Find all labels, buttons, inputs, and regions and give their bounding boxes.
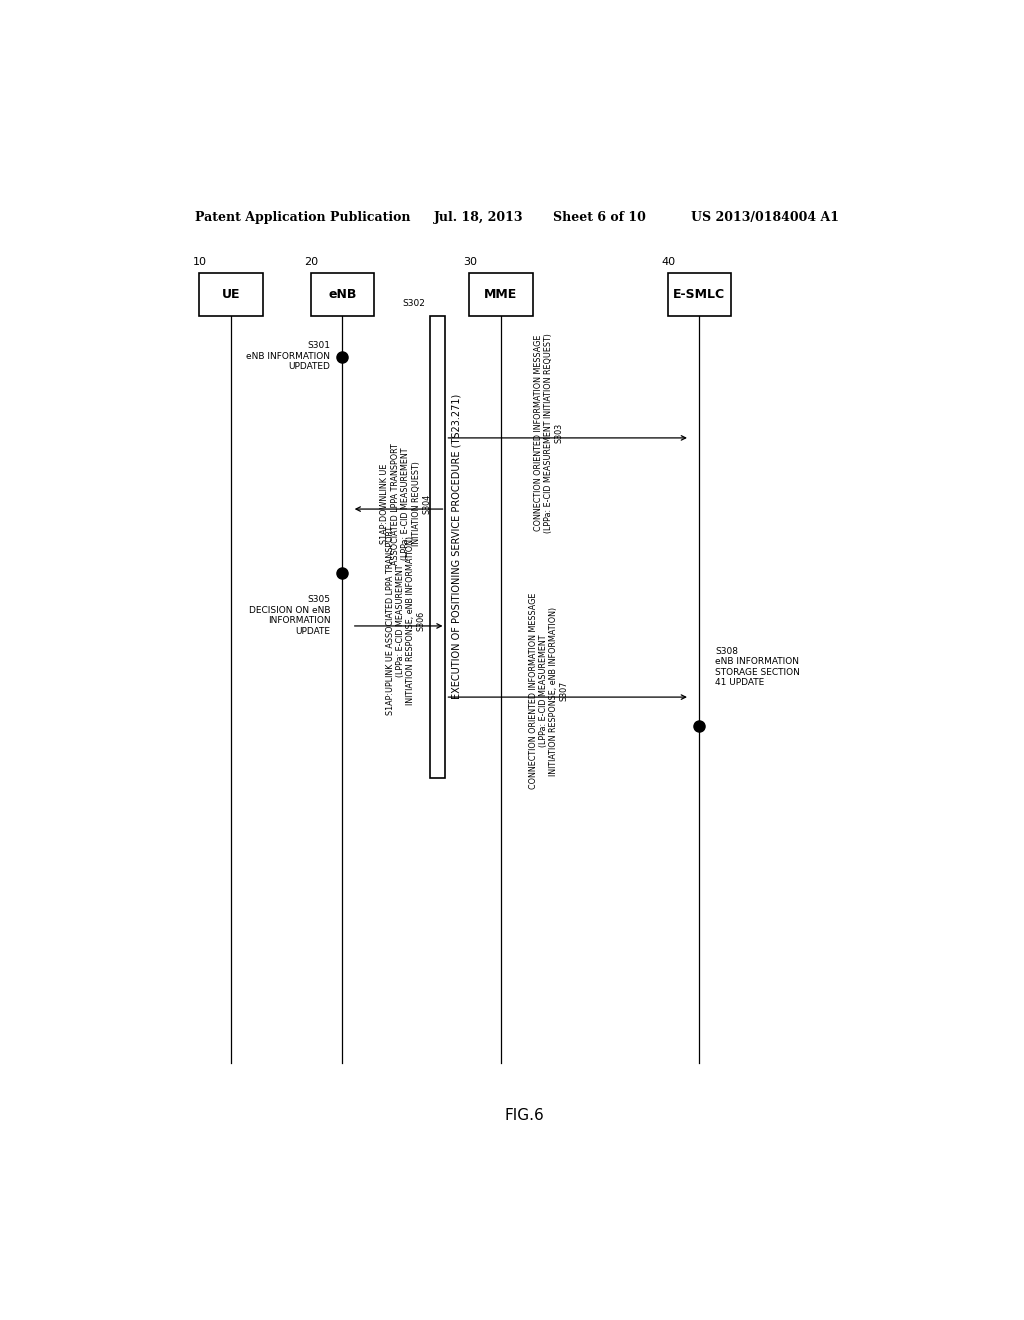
Text: S301
eNB INFORMATION
UPDATED: S301 eNB INFORMATION UPDATED bbox=[247, 342, 331, 371]
Text: S1AP:DOWNLINK UE
ASSOCIATED LPPA TRANSPORT
(LPPa: E-CID MEASUREMENT
INITIATION R: S1AP:DOWNLINK UE ASSOCIATED LPPA TRANSPO… bbox=[381, 444, 431, 565]
Text: US 2013/0184004 A1: US 2013/0184004 A1 bbox=[691, 211, 840, 224]
Text: CONNECTION ORIENTED INFORMATION MESSAGE
(LPPa: E-CID MEASUREMENT INITIATION REQU: CONNECTION ORIENTED INFORMATION MESSAGE … bbox=[534, 333, 563, 533]
Text: 40: 40 bbox=[662, 257, 676, 267]
Text: UE: UE bbox=[222, 288, 241, 301]
Text: CONNECTION ORIENTED INFORMATION MESSAGE
(LPPa: E-CID MEASUREMENT
INITIATION RESP: CONNECTION ORIENTED INFORMATION MESSAGE … bbox=[528, 593, 568, 789]
Bar bbox=[310, 273, 374, 315]
Text: Patent Application Publication: Patent Application Publication bbox=[196, 211, 411, 224]
Text: 10: 10 bbox=[194, 257, 207, 267]
Text: E-SMLC: E-SMLC bbox=[674, 288, 725, 301]
Text: 20: 20 bbox=[304, 257, 318, 267]
Bar bbox=[469, 273, 532, 315]
Text: MME: MME bbox=[484, 288, 517, 301]
Text: 30: 30 bbox=[463, 257, 477, 267]
Bar bbox=[430, 315, 445, 779]
Text: EXECUTION OF POSITIONING SERVICE PROCEDURE (TS23.271): EXECUTION OF POSITIONING SERVICE PROCEDU… bbox=[452, 395, 462, 700]
Text: Sheet 6 of 10: Sheet 6 of 10 bbox=[553, 211, 645, 224]
Text: S302: S302 bbox=[402, 300, 426, 309]
Text: S308
eNB INFORMATION
STORAGE SECTION
41 UPDATE: S308 eNB INFORMATION STORAGE SECTION 41 … bbox=[715, 647, 800, 686]
Text: Jul. 18, 2013: Jul. 18, 2013 bbox=[433, 211, 523, 224]
Bar bbox=[668, 273, 731, 315]
Bar bbox=[200, 273, 263, 315]
Text: S1AP:UPLINK UE ASSOCIATED LPPA TRANSPORT
(LPPa: E-CID MEASUREMENT
INITIATION RES: S1AP:UPLINK UE ASSOCIATED LPPA TRANSPORT… bbox=[386, 527, 426, 715]
Text: S305
DECISION ON eNB
INFORMATION
UPDATE: S305 DECISION ON eNB INFORMATION UPDATE bbox=[249, 595, 331, 636]
Text: eNB: eNB bbox=[328, 288, 356, 301]
Text: FIG.6: FIG.6 bbox=[505, 1109, 545, 1123]
